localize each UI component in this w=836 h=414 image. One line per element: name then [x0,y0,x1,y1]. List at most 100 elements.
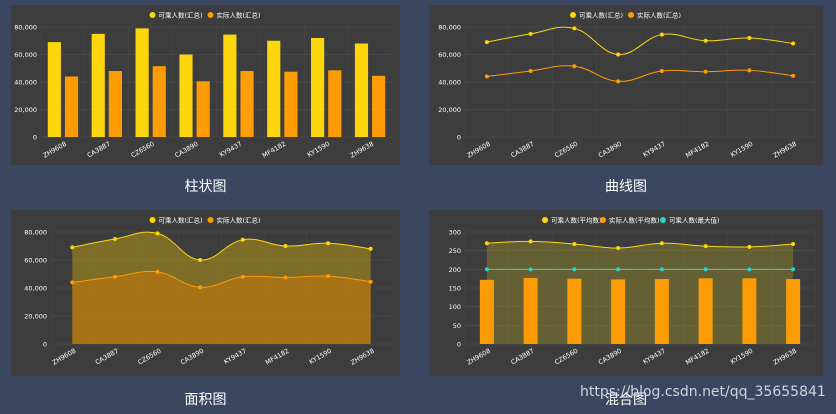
x-tick-label: MF4182 [264,347,290,367]
point-actual [703,69,708,74]
legend-label: 可乘人数(汇总) [159,216,203,225]
bar-actual [108,71,122,137]
point-available-max [484,267,489,272]
point-available [484,40,489,45]
area-available-avg-line [486,240,794,249]
bar-actual [328,70,342,137]
bar-actual [372,75,386,137]
x-tick-label: CZ6560 [130,140,156,160]
point-available [70,245,75,250]
point-actual [112,274,117,279]
y-tick-label: 40,000 [438,79,461,87]
point-available-avg [659,241,664,246]
x-tick-label: KY1590 [729,140,754,159]
point-actual [747,68,752,73]
y-tick-label: 20,000 [438,106,461,114]
bar-available [135,28,149,137]
point-actual [240,274,245,279]
line-available [486,26,794,56]
y-tick-label: 200 [449,266,461,274]
y-tick-label: 80,000 [438,24,461,32]
y-tick-label: 80,000 [24,229,47,237]
legend-marker [149,217,156,223]
bar-available [91,33,105,137]
x-tick-label: MF4182 [684,140,710,160]
point-actual [791,73,796,78]
legend-label: 可乘人数(汇总) [579,11,623,20]
area-available-avg [486,241,794,344]
x-tick-label: CZ6560 [553,140,579,160]
area-actual [72,271,371,344]
area-chart-svg: 可乘人数(汇总) 实际人数(汇总) 0 20,000 40,000 60,000 80,00… [24,216,393,367]
point-available-avg [616,246,621,251]
point-available [703,38,708,43]
point-actual [155,269,160,274]
bar-chart-svg: 可乘人数(汇总) 实际人数(汇总) 0 20,000 40,000 60,000 80,00… [14,11,393,160]
bar-actual-avg [654,279,669,344]
x-tick-label: ZH9608 [465,140,491,160]
y-tick-label: 250 [449,247,461,255]
x-tick-label: CA3887 [510,347,536,367]
x-tick-label: CA3887 [510,140,536,160]
y-tick-label: 300 [449,229,461,237]
x-tick-label: CA3887 [94,347,120,367]
point-available [283,244,288,248]
point-available-max [703,267,708,272]
point-available-avg [484,241,489,246]
point-available-avg [791,241,796,246]
x-tick-label: CA3890 [597,347,623,367]
point-available [326,241,331,246]
y-tick-label: 60,000 [24,257,47,265]
line-actual [486,65,794,82]
point-available [747,36,752,40]
legend-label: 实际人数(汇总) [217,216,261,225]
x-tick-label: MF4182 [684,347,710,367]
point-available-avg [703,244,708,249]
y-tick-label: 0 [457,134,461,142]
bar-actual-avg [698,278,713,344]
bar-actual-avg [523,277,538,344]
chart-panel-area: 可乘人数(汇总) 实际人数(汇总) 0 20,000 40,000 60,000 80,00… [11,210,400,376]
bar-actual-avg [611,279,626,344]
bar-available [223,34,237,137]
chart-panel-mixed: 可乘人数(平均数) 实际人数(平均数) 可乘人数(最大值) 0 50 100 150 200 2… [429,210,823,376]
point-available [572,26,577,31]
point-available [240,237,245,242]
legend-label: 可乘人数(最大值) [669,216,720,225]
point-available [528,31,533,36]
y-tick-label: 40,000 [14,79,37,87]
point-available [616,52,621,57]
x-tick-label: KY9437 [223,347,248,366]
legend-label: 实际人数(平均数) [609,216,660,225]
x-tick-label: ZH9608 [51,347,77,367]
x-tick-label: KY9437 [642,140,667,159]
legend-label: 可乘人数(平均数) [551,216,602,225]
y-tick-label: 0 [457,341,461,349]
point-available-max [791,267,796,272]
chart-caption-bar: 柱状图 [184,179,227,195]
legend-marker [660,217,666,223]
legend-marker [207,12,214,18]
point-available-avg [747,244,752,249]
mixed-chart-svg: 可乘人数(平均数) 实际人数(平均数) 可乘人数(最大值) 0 50 100 150 200 2… [449,216,816,367]
area-actual-line [72,270,371,288]
x-tick-label: CA3887 [86,140,112,160]
bar-actual-avg [567,278,582,344]
bar-actual [240,71,254,137]
legend-marker [570,12,576,18]
point-available-max [528,267,533,272]
bar-available [311,38,325,137]
bar-actual [64,76,79,137]
point-actual [659,69,664,73]
bar-available [47,42,61,137]
point-available-max [572,267,577,272]
chart-caption-mixed: 混合图 [605,392,647,408]
y-tick-label: 60,000 [14,51,37,59]
y-tick-label: 20,000 [24,313,47,321]
legend-marker [542,217,548,223]
area-available-line [72,231,371,261]
y-tick-label: 100 [449,303,461,311]
point-available-max [616,267,621,272]
chart-caption-line: 曲线图 [605,179,647,195]
x-tick-label: MF4182 [261,140,287,160]
